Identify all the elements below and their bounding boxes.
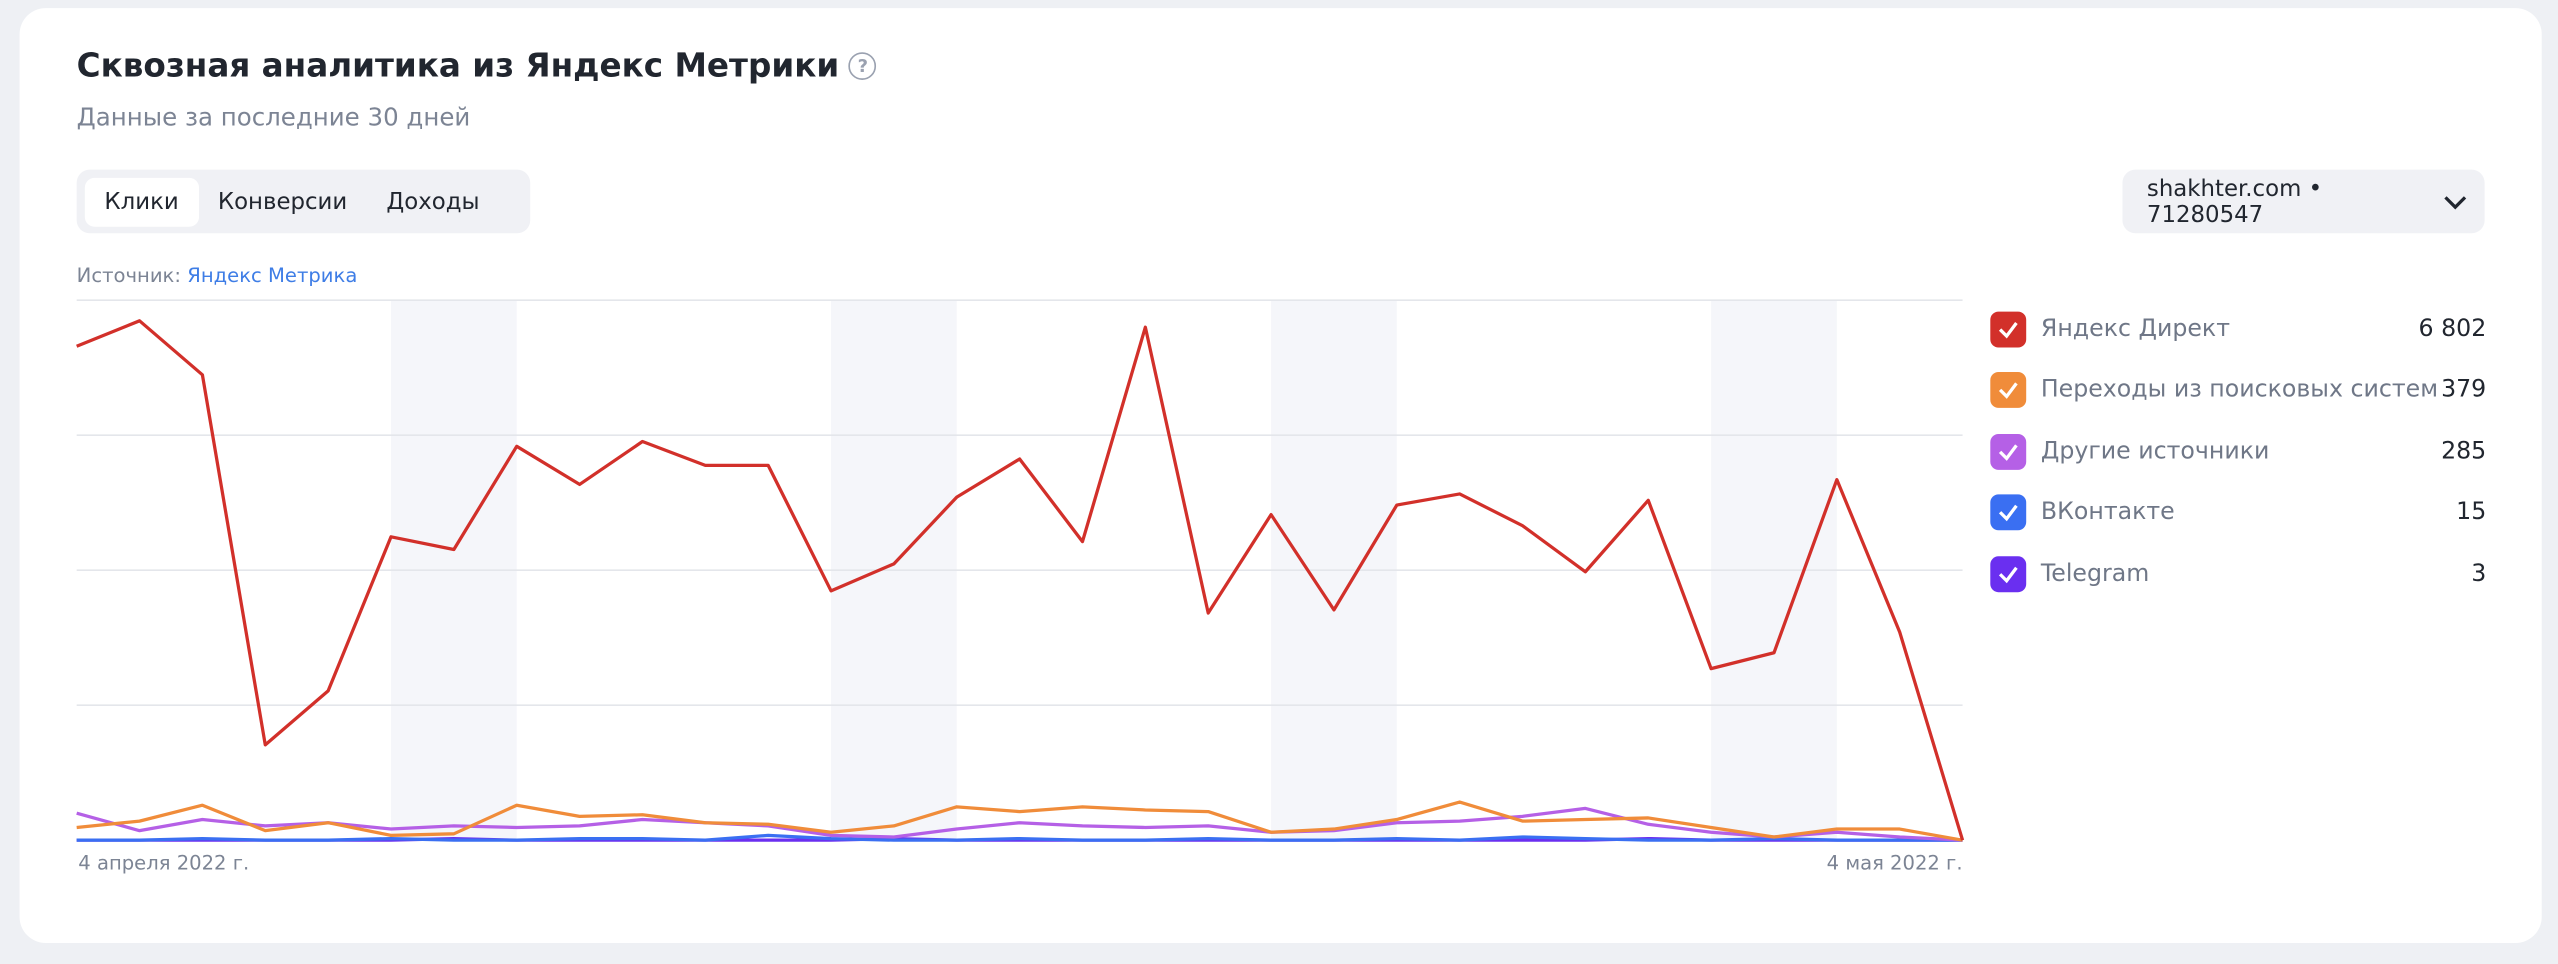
series-line bbox=[76, 806, 1963, 842]
counter-label: shakhter.com • 71280547 bbox=[2146, 175, 2323, 228]
check-icon bbox=[1998, 566, 2018, 583]
chart: 4 апреля 2022 г. 4 мая 2022 г. bbox=[76, 299, 1965, 875]
legend-item[interactable]: ВКонтакте 15 bbox=[1990, 482, 2486, 543]
legend-label: Яндекс Директ bbox=[2040, 316, 2231, 343]
legend-item[interactable]: Telegram 3 bbox=[1990, 543, 2486, 604]
source: Источник: Яндекс Метрика bbox=[77, 264, 358, 287]
x-tick-label: 4 мая 2022 г. bbox=[1827, 852, 1963, 875]
series-line bbox=[76, 800, 1963, 842]
series-total: 379 bbox=[2441, 377, 2487, 404]
series-total: 3 bbox=[2471, 560, 2487, 587]
tabs: Клики Конверсии Доходы bbox=[76, 169, 531, 234]
legend-label: Другие источники bbox=[2040, 438, 2270, 465]
counter-select[interactable]: shakhter.com • 71280547 bbox=[2122, 169, 2485, 234]
tab[interactable]: Клики bbox=[84, 177, 199, 226]
legend-checkbox[interactable] bbox=[1990, 311, 2027, 348]
legend-checkbox[interactable] bbox=[1990, 433, 2027, 470]
help-icon[interactable]: ? bbox=[848, 51, 877, 80]
check-icon bbox=[1998, 443, 2018, 461]
series-line bbox=[76, 833, 1963, 842]
x-tick-label: 4 апреля 2022 г. bbox=[78, 852, 249, 875]
tab[interactable]: Конверсии bbox=[217, 188, 348, 215]
legend-checkbox[interactable] bbox=[1990, 555, 2027, 592]
series-total: 6 802 bbox=[2418, 316, 2487, 343]
legend-label: Telegram bbox=[2040, 560, 2150, 587]
legend-label: Переходы из поисковых систем bbox=[2040, 377, 2439, 404]
check-icon bbox=[1998, 382, 2018, 400]
legend-item[interactable]: Переходы из поисковых систем 379 bbox=[1990, 360, 2486, 421]
legend-checkbox[interactable] bbox=[1990, 372, 2027, 409]
legend-item[interactable]: Другие источники 285 bbox=[1990, 421, 2486, 482]
source-link[interactable]: Яндекс Метрика bbox=[187, 264, 358, 288]
legend-label: ВКонтакте bbox=[2040, 499, 2175, 526]
legend-item[interactable]: Яндекс Директ 6 802 bbox=[1990, 299, 2486, 360]
check-icon bbox=[1998, 505, 2018, 522]
series-line bbox=[76, 319, 1965, 841]
legend-checkbox[interactable] bbox=[1990, 494, 2027, 531]
subtitle: Данные за последние 30 дней bbox=[76, 102, 471, 133]
chevron bbox=[2444, 195, 2467, 209]
title-row: Сквозная аналитика из Яндекс Метрики? bbox=[77, 46, 877, 85]
source-label: Источник: bbox=[76, 264, 181, 288]
series-total: 285 bbox=[2441, 438, 2487, 465]
legend: Яндекс Директ 6 802 Переходы из поисковых … bbox=[1990, 299, 2486, 605]
series-total: 15 bbox=[2456, 499, 2487, 526]
title: Сквозная аналитика из Яндекс Метрики bbox=[76, 45, 840, 85]
tab[interactable]: Доходы bbox=[386, 188, 480, 215]
check-icon bbox=[1998, 321, 2018, 339]
